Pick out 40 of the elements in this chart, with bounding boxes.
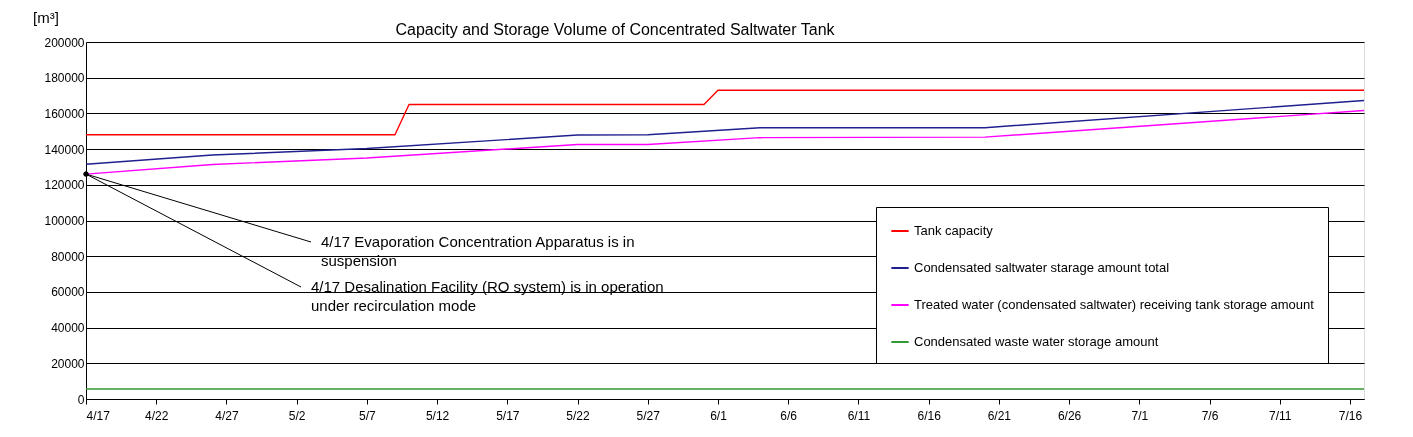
x-tick-label: 5/27 (636, 408, 661, 423)
x-tick-label: 5/12 (425, 408, 450, 423)
y-tick-label: 180000 (44, 71, 85, 86)
y-tick-label: 60000 (51, 285, 85, 300)
x-tick-label: 6/1 (710, 408, 728, 423)
legend-label: Treated water (condensated saltwater) receiving tank storage amount (914, 297, 1315, 312)
y-tick-label: 100000 (44, 214, 85, 228)
x-tick-label: 7/16 (1338, 408, 1363, 423)
y-tick-label: 0 (77, 392, 85, 407)
x-tick-label: 5/22 (566, 408, 591, 423)
x-tick-label: 6/6 (780, 408, 798, 423)
line-series (85, 99, 1365, 165)
legend-label: Condensated saltwater starage amount total (914, 260, 1170, 275)
x-tick-label: 6/26 (1057, 408, 1082, 423)
y-tick-label: 160000 (44, 106, 85, 121)
x-tick-label: 6/16 (917, 408, 942, 423)
annotation: 4/17 Evaporation Concentration Apparatus is in suspension (321, 233, 635, 269)
x-tick-label: 6/11 (847, 408, 871, 423)
x-tick-label: 5/7 (359, 408, 377, 423)
line-series (85, 109, 1365, 175)
x-tick-label: 5/2 (288, 408, 306, 423)
y-tick-label: 120000 (44, 178, 85, 193)
y-tick-label: 40000 (51, 321, 85, 336)
legend-label: Tank capacity (914, 223, 994, 238)
chart-title: Capacity and Storage Volume of Concentrated Saltwater Tank (395, 21, 836, 38)
x-tick-label: 4/17 (86, 408, 111, 423)
x-tick-label: 7/1 (1131, 408, 1149, 423)
x-tick-label: 4/27 (215, 408, 239, 423)
x-tick-label: 7/11 (1269, 408, 1292, 423)
x-tick-label: 4/22 (145, 408, 169, 423)
x-tick-label: 5/17 (496, 408, 520, 423)
x-tick-label: 6/21 (987, 408, 1012, 423)
annotation: 4/17 Desalination Facility (RO system) is in operation under recirculation mode (311, 278, 664, 314)
x-tick-label: 7/6 (1201, 408, 1219, 423)
y-tick-label: 200000 (44, 35, 85, 50)
legend-label: Condensated waste water storage amount (914, 334, 1159, 349)
y-axis-title: [m³] (33, 9, 59, 26)
y-tick-label: 140000 (44, 142, 85, 157)
y-tick-label: 80000 (51, 249, 85, 264)
y-tick-label: 20000 (51, 356, 85, 371)
